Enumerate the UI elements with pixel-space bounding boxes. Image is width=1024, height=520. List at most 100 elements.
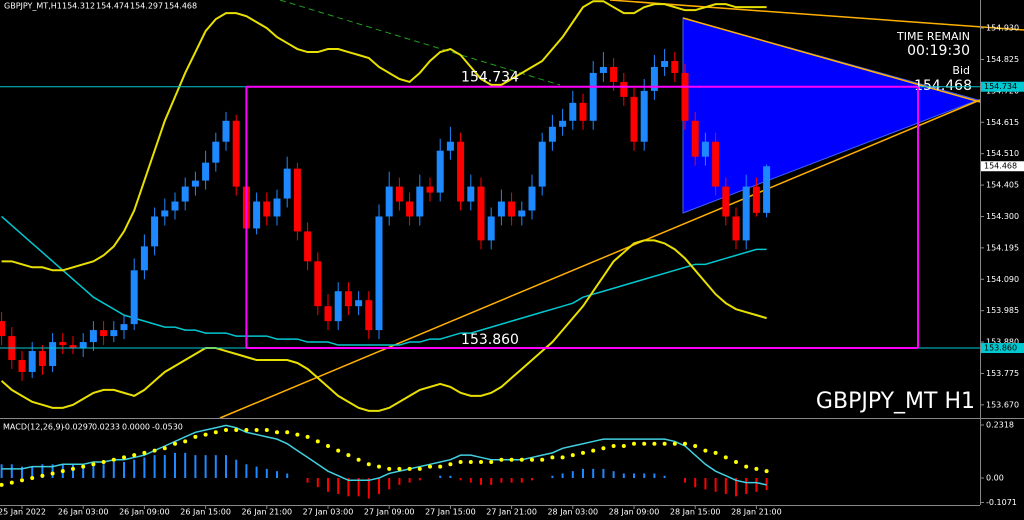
timer-label: TIME REMAIN <box>896 30 970 43</box>
candle-body <box>681 72 689 121</box>
candle-body <box>722 186 730 217</box>
signal-dot <box>101 460 106 465</box>
candle-body <box>314 261 322 307</box>
signal-dot <box>570 453 575 458</box>
signal-dot <box>326 444 330 449</box>
header-value: 0.0000 <box>122 423 150 432</box>
y-tick-label: 154.825 <box>986 55 1019 64</box>
candle-body <box>528 186 536 211</box>
y-tick-label: 154.930 <box>986 24 1019 33</box>
macd-title: MACD(12,26,9) <box>3 423 64 432</box>
candle-body <box>375 216 383 331</box>
signal-dot <box>509 457 514 462</box>
candle-body <box>599 66 607 73</box>
candle-body <box>181 186 189 202</box>
price-tag-label: 154.734 <box>984 82 1017 91</box>
candle-body <box>548 126 556 142</box>
bid-value: 154.468 <box>914 78 972 94</box>
candle-body <box>69 345 77 349</box>
candle-body <box>344 291 352 307</box>
signal-dot <box>428 464 432 469</box>
candle-body <box>620 81 628 97</box>
signal-dot <box>315 439 320 444</box>
signal-dot <box>111 457 116 462</box>
candle-body <box>263 201 271 217</box>
header-value: -0.0530 <box>152 423 183 432</box>
signal-dot <box>20 478 24 483</box>
price-tag-label: 153.860 <box>984 344 1017 353</box>
signal-dot <box>183 439 188 444</box>
header-value: -0.0297 <box>62 423 93 432</box>
signal-dot <box>30 476 35 481</box>
signal-dot <box>458 460 463 465</box>
signal-dot <box>581 450 585 455</box>
candle-body <box>732 216 740 241</box>
signal-dot <box>213 430 218 435</box>
candle-body <box>538 141 546 187</box>
signal-dot <box>50 471 55 476</box>
candle-body <box>610 66 618 82</box>
signal-dot <box>764 469 769 474</box>
signal-dot <box>652 441 657 446</box>
candle-body <box>0 321 6 337</box>
indicator-line <box>0 239 767 412</box>
watermark: GBPJPY_MT H1 <box>816 389 975 414</box>
candle-body <box>416 186 424 217</box>
candle-body <box>395 186 403 202</box>
signal-dot <box>438 464 443 469</box>
header-value: 154.468 <box>164 2 197 11</box>
signal-dot <box>479 460 483 465</box>
signal-dot <box>591 448 596 453</box>
candle-body <box>497 201 505 217</box>
signal-dot <box>285 430 290 435</box>
y-tick-label: 0.2318 <box>986 421 1014 430</box>
level-label: 154.734 <box>461 70 519 86</box>
candle-body <box>436 150 444 193</box>
x-tick-label: 28 Jan 21:00 <box>731 508 782 517</box>
candle-body <box>79 342 87 349</box>
candle-body <box>508 201 516 217</box>
signal-dot <box>448 462 453 467</box>
signal-dot <box>152 448 157 453</box>
signal-dot <box>468 460 473 465</box>
candle-body <box>487 216 495 241</box>
macd-line <box>1 424 767 486</box>
candle-body <box>253 201 261 229</box>
signal-dot <box>336 448 341 453</box>
signal-dot <box>264 427 269 432</box>
signal-dot <box>754 466 759 471</box>
signal-dot <box>672 441 677 446</box>
signal-dot <box>530 457 534 462</box>
x-tick-label: 26 Jan 03:00 <box>58 508 109 517</box>
candle-body <box>426 186 434 193</box>
header-value: 154.474 <box>96 2 129 11</box>
y-tick-label: 153.880 <box>986 338 1019 347</box>
y-tick-label: 154.615 <box>986 118 1019 127</box>
signal-dot <box>519 457 524 462</box>
candle-body <box>18 359 26 372</box>
signal-dot <box>132 453 137 458</box>
signal-dot <box>173 441 177 446</box>
candle-body <box>324 306 332 322</box>
signal-dot <box>9 480 14 485</box>
candle-body <box>202 162 210 181</box>
signal-dot <box>693 444 698 449</box>
signal-dot <box>305 434 310 439</box>
signal-dot <box>366 462 371 467</box>
y-tick-label: 154.300 <box>986 212 1019 221</box>
signal-dot <box>122 455 126 460</box>
candle-body <box>752 186 760 213</box>
candle-body <box>293 168 301 232</box>
x-tick-label: 26 Jan 21:00 <box>241 508 292 517</box>
header-value: 154.297 <box>130 2 163 11</box>
header-value: 0.0233 <box>92 423 120 432</box>
signal-dot <box>499 457 504 462</box>
price-tag <box>981 81 1024 92</box>
signal-dot <box>744 464 749 469</box>
signal-dot <box>244 427 249 432</box>
signal-dot <box>203 432 208 437</box>
signal-dot <box>295 432 300 437</box>
candle-body <box>701 141 709 157</box>
candle-body <box>518 210 526 217</box>
